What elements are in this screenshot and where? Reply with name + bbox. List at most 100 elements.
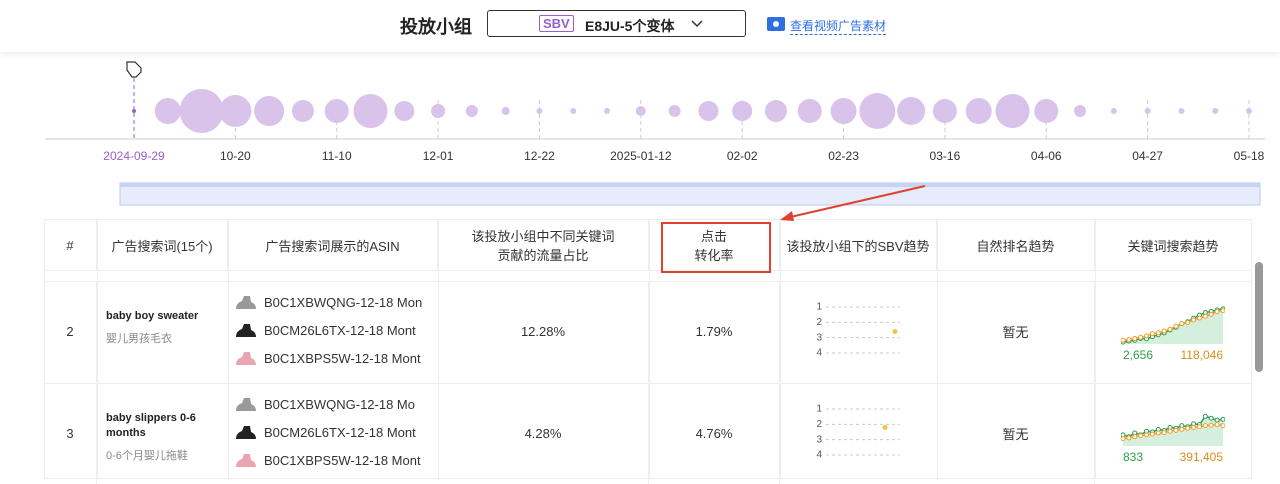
orange-label: 391,405 — [1180, 450, 1224, 464]
keyword-cn: 婴儿男孩毛衣 — [106, 333, 172, 345]
shoe — [236, 352, 256, 365]
column-divider — [228, 219, 229, 479]
trend-dot — [1196, 424, 1202, 430]
trend-dot — [1132, 434, 1138, 440]
row-index: 3 — [44, 383, 97, 484]
bubble — [431, 104, 446, 118]
trend-dot — [1191, 425, 1197, 430]
trend-dot — [1179, 426, 1185, 432]
y-tick-label: 3 — [816, 332, 822, 343]
bubble — [859, 93, 896, 129]
trend-dot — [1167, 428, 1173, 434]
trend-dot — [1155, 330, 1161, 336]
trend-dot — [1173, 323, 1179, 329]
bubble — [1246, 108, 1252, 114]
bubble — [764, 100, 787, 122]
column-divider — [937, 219, 938, 479]
trend-dot — [1220, 423, 1225, 429]
header-divider — [44, 270, 1252, 271]
column-header: 该投放小组下的SBV趋势 — [780, 219, 937, 271]
bubble — [932, 99, 957, 123]
video-icon — [767, 17, 785, 31]
traffic-share: 4.28% — [438, 383, 649, 484]
y-tick-label: 4 — [816, 348, 822, 359]
trend-dot — [1126, 337, 1132, 343]
trend-dot — [1196, 315, 1202, 321]
bubble — [732, 101, 753, 121]
y-tick-label: 3 — [816, 434, 822, 445]
trend-dot — [1121, 436, 1126, 442]
y-tick-label: 1 — [816, 404, 822, 415]
bubble — [797, 99, 822, 123]
x-tick-label: 10-20 — [220, 149, 251, 163]
scrollbar[interactable] — [1255, 262, 1263, 372]
column-header: 广告搜索词展示的ASIN — [228, 219, 438, 271]
bubble — [291, 100, 314, 122]
column-divider — [97, 219, 98, 479]
x-tick-label: 02-02 — [727, 149, 758, 163]
thumb-shape — [236, 324, 256, 337]
thumb-shape — [236, 296, 256, 309]
trend-dot — [1185, 425, 1191, 431]
asin: B0CM26L6TX-12-18 Mont — [264, 323, 416, 338]
arrow — [780, 185, 926, 221]
trend-dot — [1185, 320, 1191, 326]
x-tick-label: 02-23 — [828, 149, 859, 163]
thumb-shape — [236, 426, 256, 439]
trend-dot — [1149, 331, 1155, 337]
shoe — [236, 324, 256, 337]
x-tick-label: 03-16 — [930, 149, 961, 163]
asin: B0C1XBPS5W-12-18 Mont — [264, 351, 421, 366]
group-select[interactable]: SBV E8JU-5个变体 — [487, 10, 746, 37]
video-link[interactable]: 查看视频广告素材 — [790, 19, 887, 35]
trend-dot — [1179, 321, 1185, 327]
column-header: 关键词搜索趋势 — [1095, 219, 1252, 271]
column-header: 点击 转化率 — [649, 219, 780, 271]
trend-dot — [1138, 334, 1144, 340]
trend-dot — [1208, 415, 1214, 421]
trend-dot — [1214, 417, 1220, 423]
bubble — [132, 109, 136, 113]
bubble — [1178, 108, 1185, 114]
column-divider — [1095, 219, 1096, 479]
x-tick-label: 04-27 — [1132, 149, 1163, 163]
keyword-cell: baby slippers 0-6 months 0-6个月婴儿拖鞋 — [106, 411, 206, 463]
asin: B0C1XBWQNG-12-18 Mo — [264, 397, 415, 412]
conversion-rate: 4.76% — [649, 383, 780, 484]
bubble — [154, 98, 181, 124]
bubble-timeline: 2024-09-29 10-20 11-10 12-01 12-22 2025-01-12… — [45, 61, 1265, 206]
column-header: 广告搜索词(15个) — [97, 219, 228, 271]
x-tick-label: 12-22 — [524, 149, 555, 163]
bubble — [536, 108, 543, 114]
trend-dot — [1144, 333, 1150, 339]
column-divider — [438, 219, 439, 479]
y-tick-label: 1 — [816, 302, 822, 313]
trend-dot — [1202, 313, 1208, 319]
column-header: # — [44, 219, 97, 271]
organic-rank: 暂无 — [937, 383, 1095, 484]
trend-dot — [1144, 432, 1150, 438]
bubble — [1144, 108, 1151, 114]
bubble — [179, 89, 224, 133]
bubble — [394, 101, 415, 121]
organic-rank: 暂无 — [937, 281, 1095, 382]
trend-dot — [1214, 308, 1220, 314]
search-trend-chart: 833 391,405 — [1121, 413, 1225, 464]
shoe — [236, 398, 256, 411]
bubble — [465, 105, 478, 117]
bubble — [965, 98, 992, 124]
trend-dot — [1121, 337, 1126, 343]
trend-dot — [1202, 413, 1208, 419]
trend-dot — [1208, 422, 1214, 428]
shoe — [236, 454, 256, 467]
trend-dot — [1167, 326, 1173, 332]
orange-label: 118,046 — [1181, 348, 1224, 362]
group-title: 投放小组 — [400, 17, 472, 37]
bubble — [501, 107, 510, 115]
column-divider — [649, 219, 650, 479]
x-tick-label: 12-01 — [423, 149, 454, 163]
thumb-shape — [236, 352, 256, 365]
bubble — [1034, 99, 1059, 123]
keyword: baby slippers 0-6 months — [106, 412, 196, 439]
